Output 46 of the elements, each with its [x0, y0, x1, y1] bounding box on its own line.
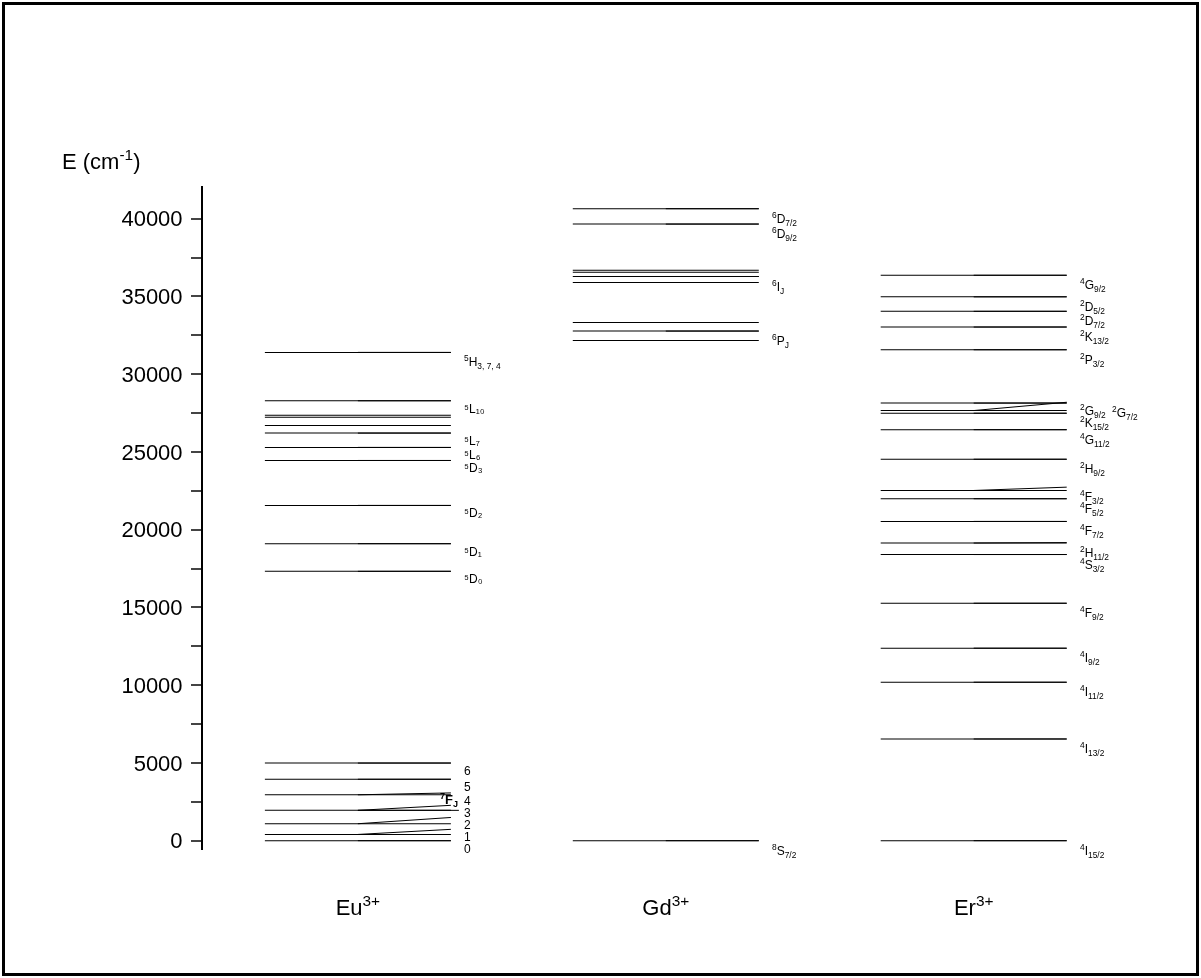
- annotation: $^{6}$I$_{J}$: [772, 278, 785, 296]
- annotation: $^{8}$S$_{7/2}$: [772, 842, 797, 860]
- y-tick-label: 5000: [133, 750, 183, 776]
- annotation: $^{6}$D$_{7/2}$: [772, 210, 798, 228]
- annotation: $^{2}$G$_{7/2}$: [1112, 404, 1138, 422]
- annotation: $^{4}$I$_{11/2}$: [1080, 683, 1105, 701]
- annotation: $^{4}$G$_{9/2}$: [1080, 276, 1106, 294]
- annotation: $^{5}$H$_{3, 7, 4}$: [464, 353, 501, 371]
- x-tick-label: Gd$^{3+}$: [642, 891, 690, 920]
- annotation: ⁵L₇: [464, 434, 480, 448]
- annotation: ⁵L₁₀: [464, 402, 485, 416]
- annotation: $^{4}$F$_{9/2}$: [1080, 604, 1104, 622]
- x-tick-label: Eu$^{3+}$: [335, 891, 381, 920]
- y-axis-title: E (cm$^{-1}$): [62, 146, 141, 175]
- annotation: $^{2}$K$_{13/2}$: [1080, 328, 1110, 346]
- y-tick-label: 30000: [121, 361, 183, 387]
- x-tick-label: Er$^{3+}$: [953, 891, 994, 920]
- annotation: $^{4}$G$_{11/2}$: [1080, 431, 1111, 449]
- annotation: $^{7}$F$_{J}$: [440, 791, 459, 810]
- annotation: 4: [464, 794, 471, 808]
- annotation: ⁵D₁: [464, 545, 482, 559]
- annotation: 1: [464, 830, 471, 844]
- annotation: $^{6}$D$_{9/2}$: [772, 225, 798, 243]
- annotation: $^{4}$I$_{9/2}$: [1080, 649, 1100, 667]
- annotation: $^{2}$P$_{3/2}$: [1080, 351, 1105, 369]
- annotation: $^{4}$I$_{13/2}$: [1080, 740, 1105, 758]
- annotation: ⁵D₂: [464, 506, 483, 520]
- y-tick-label: 35000: [121, 284, 183, 310]
- annotation: $^{2}$H$_{9/2}$: [1080, 460, 1106, 478]
- annotation: 0: [464, 842, 471, 856]
- annotation: ⁵D₃: [464, 461, 483, 475]
- annotation: ⁵L₆: [464, 448, 481, 462]
- y-tick-label: 0: [170, 828, 183, 854]
- y-tick-label: 40000: [121, 206, 183, 232]
- y-tick-label: 15000: [121, 595, 183, 621]
- annotation: 6: [464, 764, 471, 778]
- annotation: $^{4}$I$_{15/2}$: [1080, 842, 1105, 860]
- annotation: 2: [464, 818, 471, 832]
- annotation: ⁵D₀: [464, 572, 483, 586]
- annotation: $^{6}$P$_{J}$: [772, 332, 789, 350]
- y-tick-label: 10000: [121, 672, 183, 698]
- annotation: 5: [464, 780, 471, 794]
- annotation: 3: [464, 806, 471, 820]
- y-tick-label: 20000: [121, 517, 183, 543]
- y-tick-label: 25000: [121, 439, 183, 465]
- annotation: $^{4}$F$_{7/2}$: [1080, 522, 1104, 540]
